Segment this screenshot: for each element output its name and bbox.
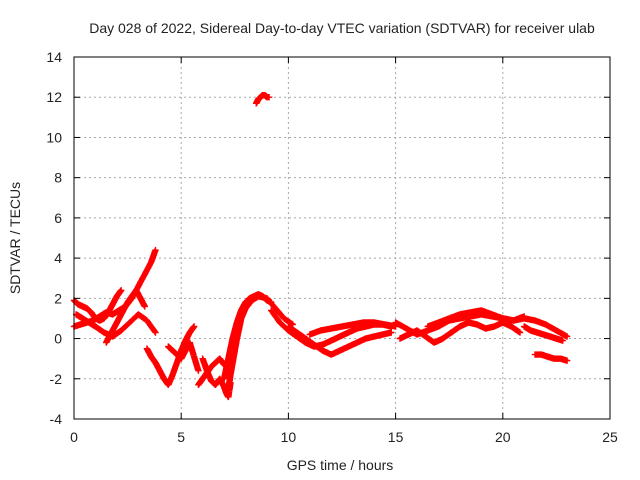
grid-lines [74, 57, 610, 419]
data-point-markers [195, 355, 228, 388]
series-evening-c [424, 307, 528, 330]
series-afternoon-c [306, 319, 399, 338]
data-point-markers [424, 307, 528, 330]
data-point-markers [521, 323, 566, 344]
data-point-markers [103, 287, 148, 346]
y-tick-label: 8 [54, 170, 62, 186]
data-point-markers [285, 323, 395, 358]
y-tick-label: -4 [50, 411, 63, 427]
x-tick-label: 25 [602, 429, 618, 445]
x-tick-label: 5 [177, 429, 185, 445]
y-tick-label: -2 [50, 371, 63, 387]
series-mid-drop-b [165, 339, 202, 374]
y-tick-label: 0 [54, 331, 62, 347]
data-point-markers [531, 351, 571, 364]
y-tick-label: 6 [54, 210, 62, 226]
x-axis-label: GPS time / hours [287, 457, 394, 473]
data-points [70, 92, 571, 401]
data-point-markers [225, 293, 296, 392]
data-point-markers [396, 319, 524, 346]
chart-title: Day 028 of 2022, Sidereal Day-to-day VTE… [89, 20, 595, 36]
y-axis-ticks: -4 -2 0 2 4 6 8 10 12 14 [46, 49, 610, 427]
series-evening-b [396, 319, 524, 346]
x-tick-label: 10 [281, 429, 297, 445]
data-point-markers [306, 319, 399, 338]
series-rise-b [225, 293, 296, 392]
series-outlier [253, 92, 273, 107]
x-tick-label: 20 [495, 429, 511, 445]
y-axis-label: SDTVAR / TECUs [7, 182, 23, 294]
x-tick-label: 0 [70, 429, 78, 445]
data-point-markers [253, 92, 273, 107]
series-early-trace-d [103, 287, 148, 346]
y-tick-label: 4 [54, 250, 62, 266]
series-afternoon-b [285, 323, 395, 358]
y-tick-label: 10 [46, 129, 62, 145]
plot-frame [73, 56, 611, 420]
x-axis-ticks: 0 5 10 15 20 25 [70, 57, 618, 445]
y-tick-label: 14 [46, 49, 62, 65]
data-point-markers [165, 339, 202, 374]
y-tick-label: 12 [46, 89, 62, 105]
series-late-tail-b [521, 323, 566, 344]
y-tick-label: 2 [54, 290, 62, 306]
series-late-tail [531, 351, 571, 364]
x-tick-label: 15 [388, 429, 404, 445]
series-dip-low-b [195, 355, 228, 388]
